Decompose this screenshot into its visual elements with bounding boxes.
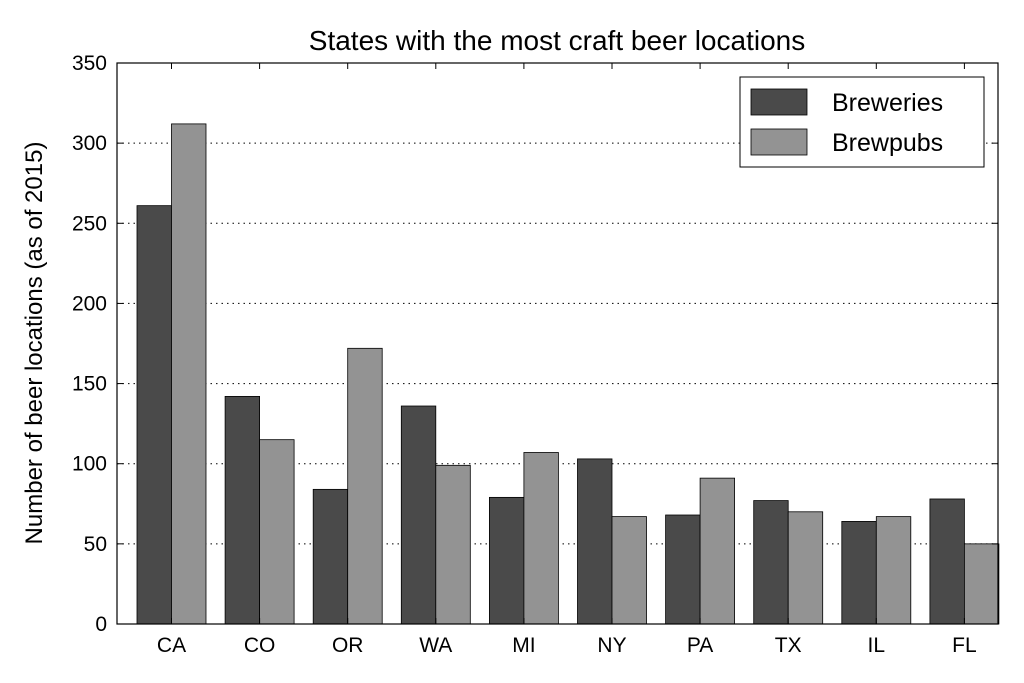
x-tick-label: IL [868,634,886,657]
bar-brewpubs-il [875,516,912,625]
y-ticks: 0 50 100 150 200 250 300 350 [72,52,998,636]
bar-brewpubs-or [347,347,383,625]
y-tick-label: 50 [84,533,107,556]
x-tick-label: WA [419,634,452,657]
x-tick-label: FL [952,634,977,657]
x-tick-label: CO [244,634,276,657]
x-tick-label: TX [775,634,802,657]
bar-breweries-pa [665,514,701,625]
y-tick-label: 100 [72,453,107,476]
bar-breweries-co [224,395,261,625]
bar-breweries-ca [136,205,172,625]
axes-frame [116,62,999,625]
y-tick-label: 300 [72,132,107,155]
legend-swatch-breweries [750,88,808,116]
chart-title: States with the most craft beer location… [309,25,805,56]
bar-brewpubs-ca [171,123,207,625]
plot-frame [116,62,999,625]
bar-brewpubs-co [259,439,295,625]
legend: Breweries Brewpubs [739,76,985,168]
y-tick-label: 250 [72,212,107,235]
bar-breweries-tx [753,500,789,625]
bar-brewpubs-wa [435,464,471,625]
legend-label-brewpubs: Brewpubs [832,129,943,157]
bar-breweries-il [841,521,877,625]
x-tick-label: PA [687,634,713,657]
bar-brewpubs-tx [787,511,824,625]
y-tick-label: 350 [72,52,107,75]
x-tick-label: NY [597,634,626,657]
bar-breweries-wa [400,405,437,625]
y-tick-label: 0 [95,613,107,636]
bar-breweries-or [312,488,349,625]
bar-breweries-mi [488,496,525,625]
bar-breweries-ny [577,458,613,625]
x-ticks: CA CO OR WA MI NY PA TX IL FL [157,63,977,657]
y-tick-label: 200 [72,292,107,315]
y-axis-label: Number of beer locations (as of 2015) [21,142,48,545]
legend-swatch-brewpubs [750,128,808,156]
bar-brewpubs-mi [523,452,559,625]
bar-breweries-fl [929,498,965,625]
x-tick-label: CA [157,634,186,657]
x-tick-label: OR [332,634,364,657]
bars [136,123,1000,625]
x-tick-label: MI [512,634,535,657]
bar-brewpubs-pa [699,477,735,625]
y-tick-label: 150 [72,373,107,396]
legend-label-breweries: Breweries [832,89,943,117]
bar-brewpubs-fl [964,543,1000,625]
bar-brewpubs-ny [611,516,647,625]
